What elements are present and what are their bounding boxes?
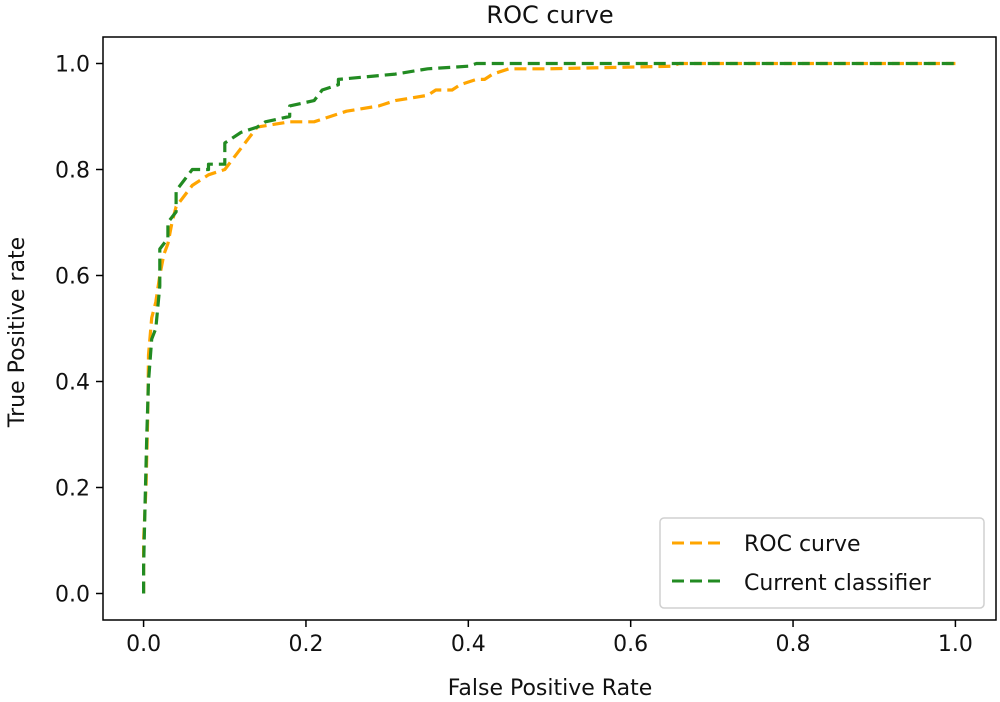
y-tick-label: 1.0: [55, 53, 90, 78]
x-tick-label: 0.8: [776, 632, 811, 657]
x-axis-label: False Positive Rate: [448, 676, 652, 701]
y-tick-label: 0.8: [55, 159, 90, 184]
y-tick-label: 0.4: [55, 371, 90, 396]
x-tick-label: 1.0: [938, 632, 973, 657]
legend-label-current-classifier: Current classifier: [744, 571, 932, 596]
y-tick-label: 0.2: [55, 477, 90, 502]
x-tick-label: 0.2: [288, 632, 323, 657]
series-line-current-classifier: [142, 61, 956, 594]
x-tick-label: 0.4: [451, 632, 486, 657]
y-tick-label: 0.6: [55, 265, 90, 290]
legend: ROC curve Current classifier: [659, 517, 985, 609]
chart-title: ROC curve: [486, 1, 613, 29]
series-line-roc-curve: [142, 61, 956, 594]
legend-box: [659, 517, 985, 609]
x-tick-label: 0.6: [613, 632, 648, 657]
y-tick-label: 0.0: [55, 583, 90, 608]
legend-label-roc-curve: ROC curve: [744, 532, 861, 557]
y-axis-label: True Positive rate: [5, 237, 30, 428]
x-tick-label: 0.0: [126, 632, 161, 657]
